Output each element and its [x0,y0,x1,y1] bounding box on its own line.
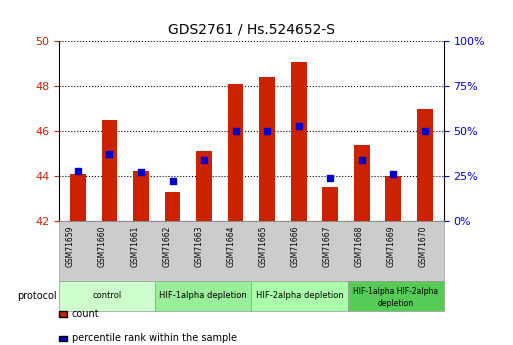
Bar [417,109,432,221]
Text: percentile rank within the sample: percentile rank within the sample [72,333,237,343]
Point [326,175,334,180]
Bar [291,61,307,221]
Text: GSM71664: GSM71664 [226,226,235,267]
Bar [354,145,370,221]
Point [358,157,366,162]
Bar [102,120,117,221]
Point [137,170,145,175]
Bar [385,176,401,221]
Bar [228,84,244,221]
Text: GSM71663: GSM71663 [194,226,203,267]
Point [389,171,398,177]
Point [200,157,208,162]
Bar [70,174,86,221]
Bar [196,151,212,221]
Point [421,128,429,134]
Bar [165,192,181,221]
Text: depletion: depletion [378,299,413,308]
Text: count: count [72,309,100,319]
Point [105,152,113,157]
Text: GSM71660: GSM71660 [98,226,107,267]
Text: GSM71670: GSM71670 [419,226,428,267]
Text: GDS2761 / Hs.524652-S: GDS2761 / Hs.524652-S [168,22,335,37]
Text: GSM71662: GSM71662 [162,226,171,267]
Bar [322,187,338,221]
Point [74,168,82,173]
Point [263,128,271,134]
Bar [259,77,275,221]
Text: GSM71668: GSM71668 [354,226,364,267]
Text: GSM71661: GSM71661 [130,226,139,267]
Text: control: control [92,291,122,300]
Text: GSM71666: GSM71666 [290,226,300,267]
Bar [133,171,149,221]
Text: GSM71669: GSM71669 [387,226,396,267]
Point [168,179,176,184]
Text: HIF-1alpha HIF-2alpha: HIF-1alpha HIF-2alpha [353,287,438,296]
Text: GSM71667: GSM71667 [323,226,331,267]
Text: HIF-1alpha depletion: HIF-1alpha depletion [160,291,247,300]
Text: GSM71659: GSM71659 [66,226,75,267]
Point [294,123,303,128]
Text: protocol: protocol [17,291,56,301]
Text: GSM71665: GSM71665 [259,226,267,267]
Text: HIF-2alpha depletion: HIF-2alpha depletion [255,291,343,300]
Point [231,128,240,134]
